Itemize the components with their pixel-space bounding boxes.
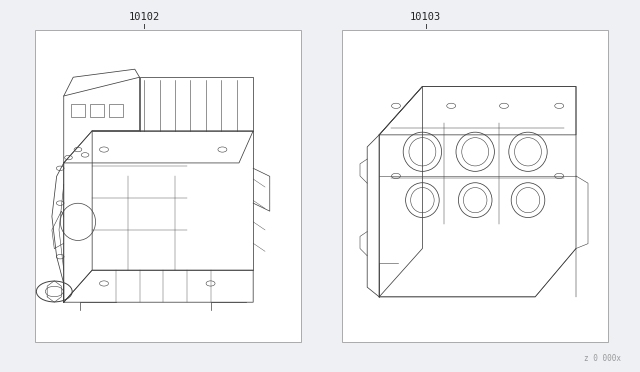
Bar	[342, 30, 608, 342]
Text: 10103: 10103	[410, 12, 441, 22]
Text: z 0 000x: z 0 000x	[584, 354, 621, 363]
Bar	[71, 104, 85, 118]
Text: 10102: 10102	[129, 12, 159, 22]
Bar	[35, 30, 301, 342]
Bar	[109, 104, 123, 118]
Bar	[90, 104, 104, 118]
